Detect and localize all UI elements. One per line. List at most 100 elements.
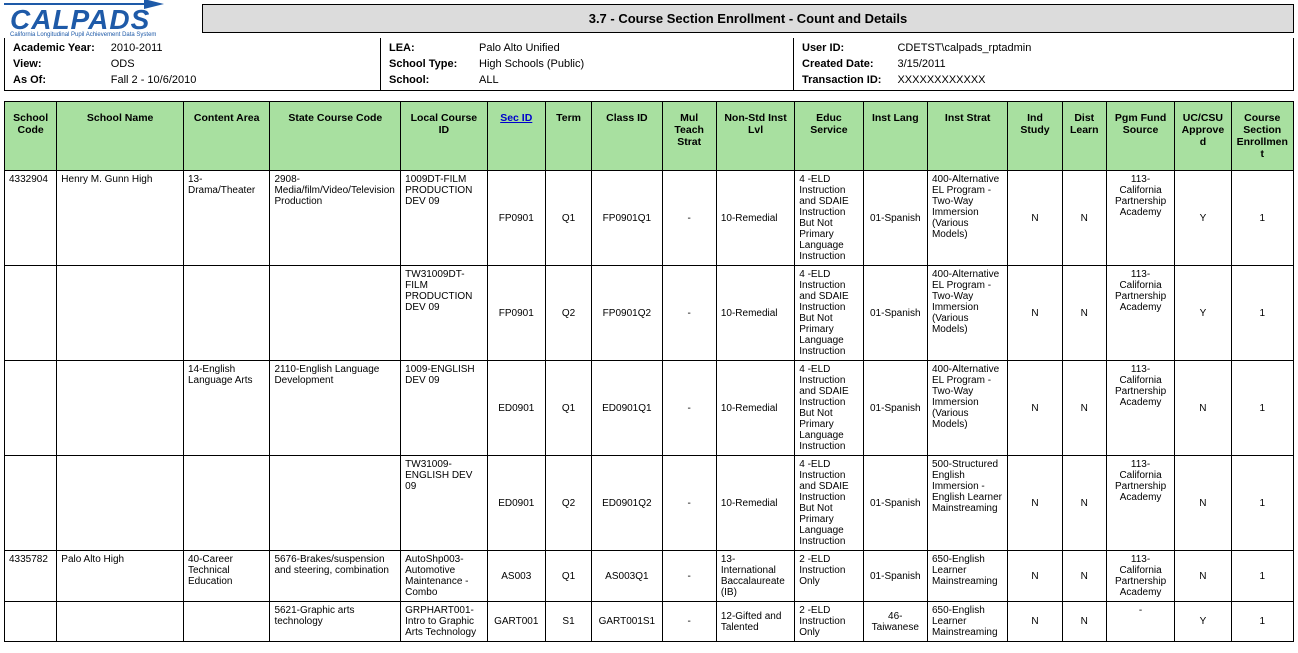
logo-arrow-icon [4,0,164,10]
meta-label: Created Date: [794,56,889,72]
report-title: 3.7 - Course Section Enrollment - Count … [202,4,1294,33]
meta-col-1: Academic Year:2010-2011View:ODSAs Of:Fal… [5,38,380,90]
cell-ind: N [1008,456,1062,551]
cell-uc: Y [1175,266,1231,361]
cell-educ: 4 -ELD Instruction and SDAIE Instruction… [795,456,863,551]
cell-content_area [183,456,269,551]
col-header: Non-Std Inst Lvl [716,102,794,171]
meta-value: Fall 2 - 10/6/2010 [103,72,380,88]
col-header: School Code [5,102,57,171]
cell-uc: N [1175,361,1231,456]
cell-educ: 4 -ELD Instruction and SDAIE Instruction… [795,361,863,456]
cell-pgm: 113-California Partnership Academy [1106,456,1174,551]
cell-mul: - [662,171,716,266]
cell-state_course [270,456,401,551]
col-header: Ind Study [1008,102,1062,171]
cell-state_course [270,266,401,361]
cell-lang: 01-Spanish [863,266,927,361]
cell-dist: N [1062,456,1106,551]
cell-mul: - [662,456,716,551]
table-header-row: School CodeSchool NameContent AreaState … [5,102,1294,171]
cell-ind: N [1008,361,1062,456]
col-header: Dist Learn [1062,102,1106,171]
cell-enr: 1 [1231,456,1293,551]
cell-school_code: 4332904 [5,171,57,266]
report-metadata: Academic Year:2010-2011View:ODSAs Of:Fal… [4,38,1294,91]
col-header: Content Area [183,102,269,171]
cell-ind: N [1008,602,1062,642]
cell-school_code [5,602,57,642]
meta-value: XXXXXXXXXXXX [889,72,1293,88]
cell-sec_id: GART001 [487,602,545,642]
cell-non_std: 10-Remedial [716,361,794,456]
cell-school_name: Henry M. Gunn High [57,171,184,266]
col-header: Educ Service [795,102,863,171]
cell-state_course: 2908-Media/film/Video/Television Product… [270,171,401,266]
cell-non_std: 10-Remedial [716,171,794,266]
col-header: School Name [57,102,184,171]
cell-content_area [183,602,269,642]
cell-pgm: 113-California Partnership Academy [1106,266,1174,361]
cell-ind: N [1008,266,1062,361]
cell-uc: N [1175,456,1231,551]
sec-id-header-link[interactable]: Sec ID [500,112,532,124]
cell-dist: N [1062,361,1106,456]
table-row: 14-English Language Arts2110-English Lan… [5,361,1294,456]
cell-term: Q2 [545,456,591,551]
cell-content_area: 40-Career Technical Education [183,551,269,602]
meta-label: Academic Year: [5,40,103,56]
meta-col-2: LEA:Palo Alto UnifiedSchool Type:High Sc… [380,38,793,90]
cell-mul: - [662,551,716,602]
table-row: 5621-Graphic arts technologyGRPHART001-I… [5,602,1294,642]
cell-content_area [183,266,269,361]
enrollment-table: School CodeSchool NameContent AreaState … [4,101,1294,642]
col-header: Class ID [592,102,662,171]
calpads-logo: CALPADS California Longitudinal Pupil Ac… [4,4,202,38]
cell-enr: 1 [1231,551,1293,602]
col-header: UC/CSU Approved [1175,102,1231,171]
cell-educ: 4 -ELD Instruction and SDAIE Instruction… [795,266,863,361]
cell-educ: 2 -ELD Instruction Only [795,551,863,602]
col-header: Local Course ID [401,102,487,171]
meta-value: Palo Alto Unified [471,40,793,56]
cell-lang: 01-Spanish [863,456,927,551]
cell-class_id: ED0901Q2 [592,456,662,551]
table-row: 4332904Henry M. Gunn High13-Drama/Theate… [5,171,1294,266]
cell-class_id: ED0901Q1 [592,361,662,456]
cell-school_name [57,456,184,551]
meta-value: High Schools (Public) [471,56,793,72]
cell-non_std: 10-Remedial [716,456,794,551]
meta-value: 2010-2011 [103,40,380,56]
table-row: TW31009DT-FILM PRODUCTION DEV 09FP0901Q2… [5,266,1294,361]
cell-non_std: 13-International Baccalaureate (IB) [716,551,794,602]
meta-label: Transaction ID: [794,72,889,88]
cell-class_id: FP0901Q1 [592,171,662,266]
cell-school_name [57,361,184,456]
cell-school_code: 4335782 [5,551,57,602]
cell-mul: - [662,266,716,361]
cell-strat: 650-English Learner Mainstreaming [927,551,1007,602]
meta-label: LEA: [381,40,471,56]
cell-dist: N [1062,266,1106,361]
cell-dist: N [1062,602,1106,642]
col-header: State Course Code [270,102,401,171]
cell-lang: 01-Spanish [863,171,927,266]
cell-pgm: 113-California Partnership Academy [1106,551,1174,602]
cell-class_id: GART001S1 [592,602,662,642]
meta-value: ALL [471,72,793,88]
cell-class_id: FP0901Q2 [592,266,662,361]
cell-school_code [5,266,57,361]
meta-value: ODS [103,56,380,72]
cell-class_id: AS003Q1 [592,551,662,602]
cell-strat: 400-Alternative EL Program - Two-Way Imm… [927,361,1007,456]
cell-pgm: - [1106,602,1174,642]
cell-enr: 1 [1231,266,1293,361]
cell-term: Q1 [545,551,591,602]
cell-strat: 400-Alternative EL Program - Two-Way Imm… [927,171,1007,266]
cell-term: Q2 [545,266,591,361]
cell-sec_id: ED0901 [487,456,545,551]
cell-non_std: 12-Gifted and Talented [716,602,794,642]
col-header: Sec ID [487,102,545,171]
cell-lang: 01-Spanish [863,361,927,456]
meta-value: CDETST\calpads_rptadmin [889,40,1293,56]
